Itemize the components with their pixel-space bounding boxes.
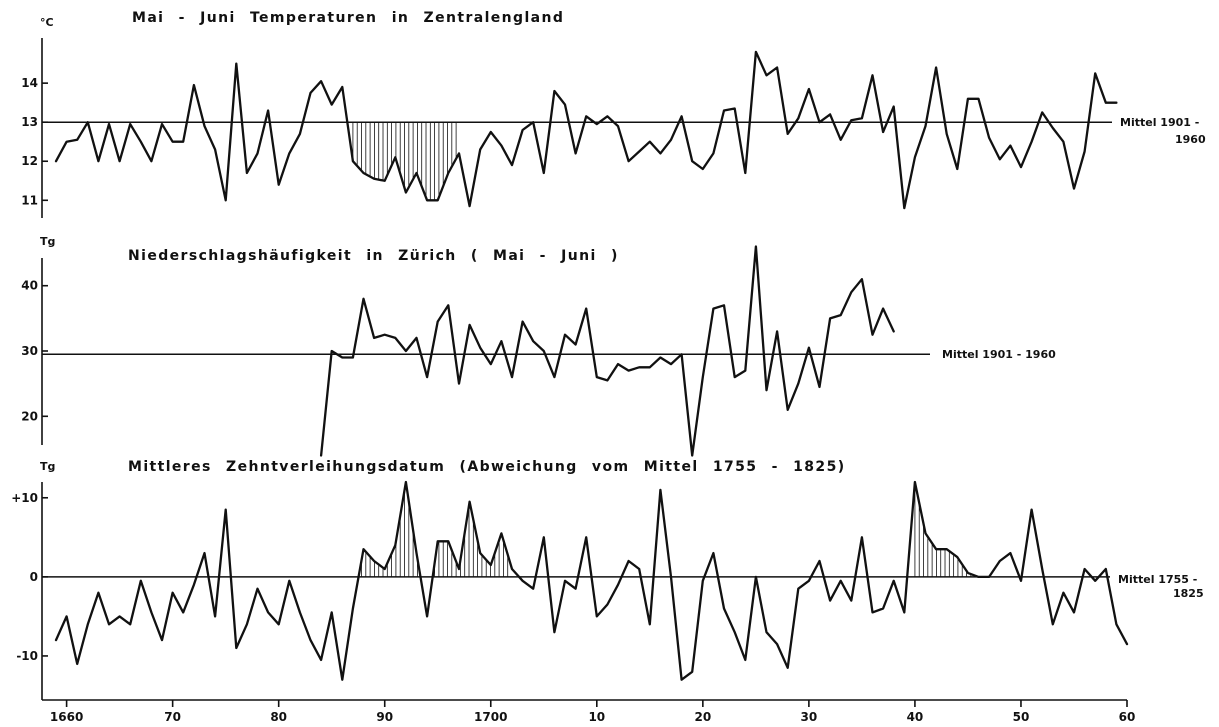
- x-tick-label: 10: [588, 710, 605, 724]
- x-axis: [42, 699, 1128, 707]
- x-tick-label: 1660: [50, 710, 83, 724]
- temp-title: Mai - Juni Temperaturen in Zentralenglan…: [132, 10, 564, 26]
- tithe-hatch-area: [361, 490, 509, 577]
- tithe-title: Mittleres Zehntverleihungsdatum (Abweich…: [128, 459, 846, 475]
- tithe-series-line: [54, 480, 1129, 681]
- precip-y-tick-label: 20: [21, 409, 38, 423]
- tithe-y-tick-label: +10: [11, 491, 38, 505]
- temp-mean-label: Mittel 1901 -: [1120, 116, 1199, 129]
- x-tick-label: 30: [801, 710, 818, 724]
- temp-hatch-area: [352, 122, 457, 201]
- x-tick-label: 50: [1013, 710, 1030, 724]
- tithe-unit: Tg: [40, 460, 55, 473]
- precip-y-tick-label: 30: [21, 344, 38, 358]
- tithe-y-tick-label: 0: [30, 570, 38, 584]
- tithe-hatch-area: [914, 481, 976, 577]
- tithe-panel: [41, 480, 1129, 700]
- temp-y-tick-label: 14: [21, 76, 38, 90]
- precip-y-tick-label: 40: [21, 279, 38, 293]
- tithe-y-tick-label: -10: [16, 649, 38, 663]
- precip-title: Niederschlagshäufigkeit in Zürich ( Mai …: [128, 248, 619, 264]
- x-tick-label: 80: [270, 710, 287, 724]
- temp-y-tick-label: 12: [21, 154, 38, 168]
- x-tick-label: 90: [376, 710, 393, 724]
- temp-panel: [41, 38, 1118, 218]
- temp-y-tick-label: 11: [21, 193, 38, 207]
- x-tick-label: 40: [907, 710, 924, 724]
- x-tick-label: 70: [164, 710, 181, 724]
- x-tick-label: 1700: [474, 710, 507, 724]
- temp-unit: °C: [40, 16, 54, 29]
- precip-series-line: [319, 245, 895, 457]
- x-tick-label: 20: [694, 710, 711, 724]
- tithe-mean-label-2: 1825: [1173, 587, 1204, 600]
- precip-panel: [41, 245, 930, 457]
- temp-mean-label-2: 1960: [1175, 133, 1206, 146]
- precip-unit: Tg: [40, 235, 55, 248]
- x-tick-label: 60: [1119, 710, 1136, 724]
- temp-series-line: [54, 50, 1118, 210]
- temp-y-tick-label: 13: [21, 115, 38, 129]
- tithe-mean-label: Mittel 1755 -: [1118, 573, 1197, 586]
- precip-mean-label: Mittel 1901 - 1960: [942, 348, 1056, 361]
